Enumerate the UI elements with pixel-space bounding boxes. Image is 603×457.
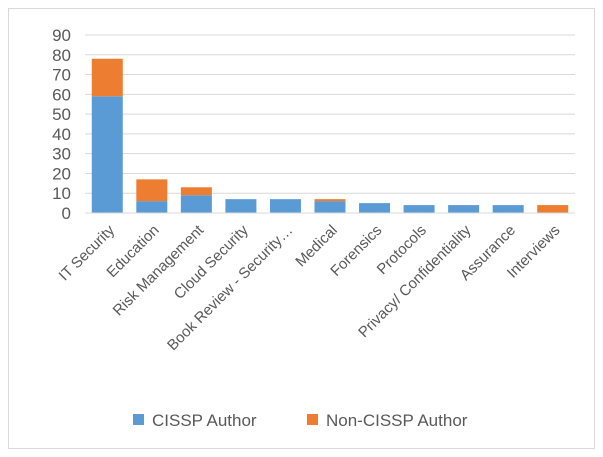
bar-segment — [269, 199, 301, 213]
legend-swatch — [133, 414, 144, 425]
y-tick-label: 40 — [52, 125, 71, 144]
y-tick-label: 60 — [52, 85, 71, 104]
bar-segment — [180, 195, 212, 213]
legend-swatch — [307, 414, 318, 425]
y-tick-label: 50 — [52, 105, 71, 124]
y-tick-label: 80 — [52, 46, 71, 65]
chart-frame: 0 10 20 30 40 50 60 70 80 90 IT Security Education… — [8, 8, 595, 449]
y-tick-label: 0 — [62, 204, 71, 223]
y-tick-label: 70 — [52, 66, 71, 85]
bar-segment — [314, 201, 346, 213]
bar-segment — [314, 199, 346, 202]
bar-segment — [492, 205, 524, 213]
gridlines — [85, 34, 575, 194]
bar-segment — [136, 179, 168, 202]
bars — [91, 58, 569, 213]
bar-segment — [136, 201, 168, 213]
y-tick-label: 90 — [52, 26, 71, 45]
y-tick-label: 30 — [52, 145, 71, 164]
bar-segment — [91, 96, 123, 213]
y-tick-label: 10 — [52, 184, 71, 203]
legend-label: Non-CISSP Author — [326, 411, 468, 430]
bar-segment — [403, 205, 435, 213]
legend-label: CISSP Author — [152, 411, 257, 430]
bar-segment — [448, 205, 480, 213]
bar-segment — [225, 199, 257, 213]
bar-segment — [359, 203, 391, 213]
bar-segment — [91, 58, 123, 97]
bar-segment — [180, 187, 212, 196]
legend: CISSP Author Non-CISSP Author — [133, 411, 468, 430]
y-tick-label: 20 — [52, 164, 71, 183]
bar-segment — [537, 205, 569, 213]
